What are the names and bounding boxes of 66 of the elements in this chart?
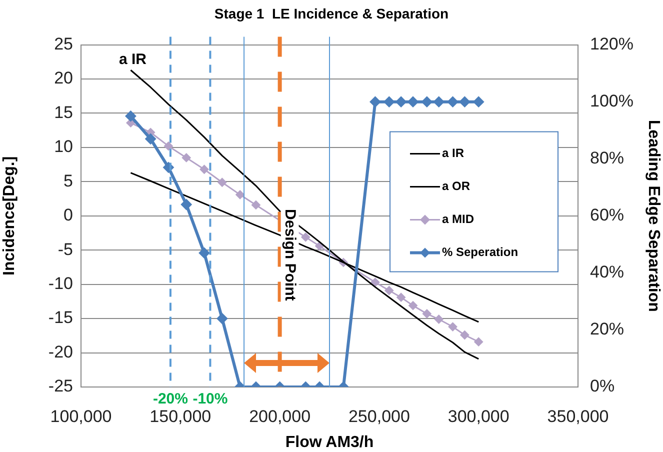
y2-tick-label: 0% [590, 376, 615, 396]
annotation: a IR [119, 50, 147, 68]
point [434, 314, 444, 324]
point [236, 190, 245, 200]
legend-label: % Seperation [442, 245, 518, 260]
point [198, 247, 210, 258]
legend-label: a MID [442, 212, 474, 226]
y2-tick-label: 60% [590, 206, 624, 225]
point [251, 200, 260, 210]
point [407, 96, 418, 108]
point [447, 96, 458, 108]
chart-title: Stage 1 LE Incidence & Separation [214, 5, 449, 22]
x-tick-label: 300,000 [448, 406, 510, 426]
x-tick-label: 150,000 [150, 406, 212, 426]
point [315, 242, 324, 251]
point [125, 110, 136, 122]
point [421, 96, 432, 108]
point [408, 301, 418, 310]
x-tick-label: 100,000 [50, 406, 112, 426]
point [396, 96, 407, 108]
point [460, 330, 470, 340]
point [459, 96, 470, 108]
y-tick-label: -5 [58, 240, 73, 259]
point [180, 198, 192, 210]
x-tick-label: 350,000 [547, 406, 609, 426]
point [422, 309, 432, 318]
point [145, 133, 156, 144]
annotation: -10% [192, 390, 228, 408]
y-tick-label: 25 [54, 34, 73, 54]
y-tick-label: 15 [54, 102, 73, 122]
point [474, 337, 484, 346]
y2-axis-title: Leading Edge Separation [644, 120, 662, 312]
y-tick-label: -10 [48, 274, 73, 294]
point [384, 286, 394, 295]
point [182, 153, 191, 162]
y2-tick-label: 40% [590, 262, 624, 282]
y-tick-label: -15 [48, 308, 73, 328]
point [396, 292, 406, 302]
point [370, 96, 381, 108]
point [448, 322, 458, 332]
point [370, 278, 380, 287]
x-tick-label: 250,000 [348, 406, 410, 426]
x-tick-label: 200,000 [249, 406, 311, 426]
legend-label: a IR [442, 146, 464, 160]
point [164, 142, 173, 151]
y2-tick-label: 100% [590, 92, 634, 111]
legend-label: a OR [442, 179, 470, 194]
point [433, 96, 444, 108]
point [200, 164, 209, 174]
y-axis-title: Incidence[Deg.] [1, 156, 18, 276]
y2-tick-label: 120% [590, 34, 634, 54]
y2-tick-label: 20% [590, 320, 624, 339]
y2-tick-label: 80% [590, 148, 624, 168]
point [384, 96, 395, 108]
point [473, 96, 484, 108]
x-axis-title: Flow AM3/h [285, 434, 374, 451]
annotation: -20% [152, 390, 188, 408]
y-tick-label: 20 [54, 68, 73, 88]
point [218, 178, 227, 187]
y-tick-label: 0 [64, 206, 73, 225]
y-tick-label: 10 [54, 137, 73, 156]
y-tick-label: -20 [48, 342, 73, 362]
ref-line-label: Design Point [282, 209, 299, 301]
y-tick-label: 5 [64, 171, 73, 190]
y-tick-label: -25 [48, 376, 73, 396]
point [301, 232, 310, 242]
